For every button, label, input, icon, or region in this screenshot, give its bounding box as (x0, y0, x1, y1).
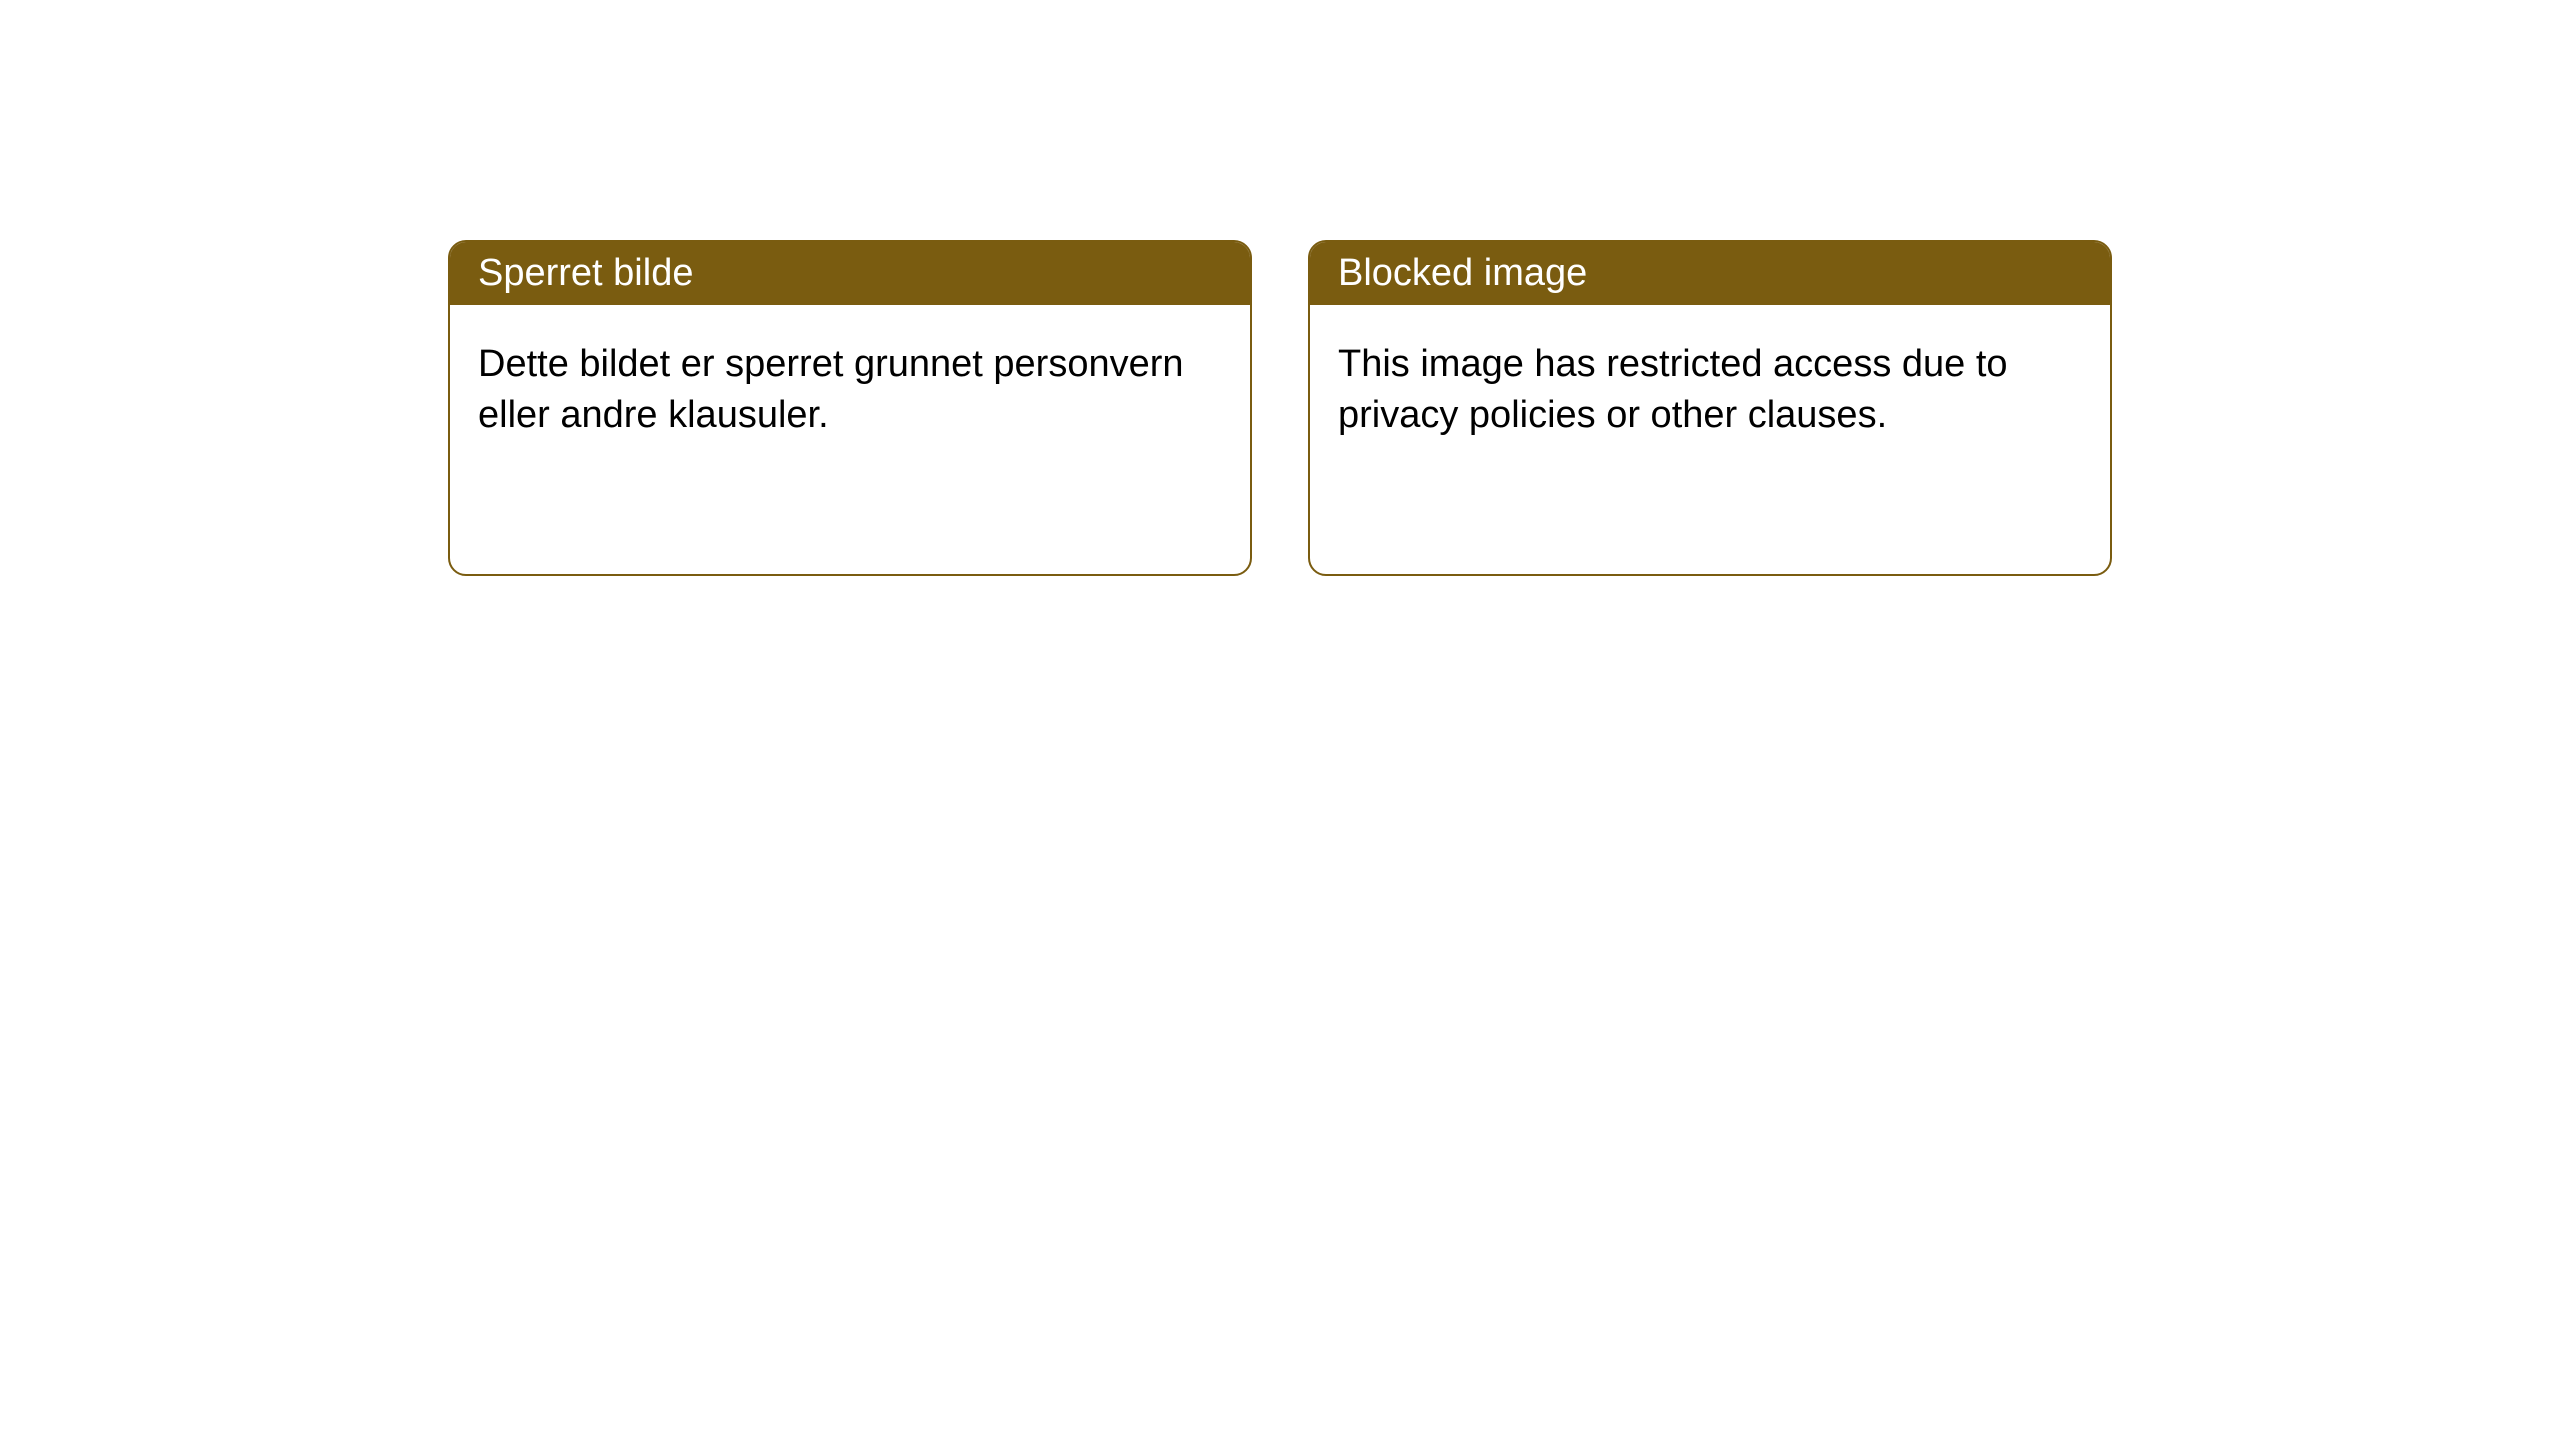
notice-card-english: Blocked image This image has restricted … (1308, 240, 2112, 576)
notice-container: Sperret bilde Dette bildet er sperret gr… (0, 0, 2560, 576)
notice-title: Blocked image (1338, 252, 1587, 294)
notice-body: Dette bildet er sperret grunnet personve… (450, 305, 1250, 476)
notice-text: This image has restricted access due to … (1338, 343, 2008, 436)
notice-title: Sperret bilde (478, 252, 693, 294)
notice-card-norwegian: Sperret bilde Dette bildet er sperret gr… (448, 240, 1252, 576)
notice-body: This image has restricted access due to … (1310, 305, 2110, 476)
notice-header: Sperret bilde (450, 242, 1250, 305)
notice-header: Blocked image (1310, 242, 2110, 305)
notice-text: Dette bildet er sperret grunnet personve… (478, 343, 1184, 436)
